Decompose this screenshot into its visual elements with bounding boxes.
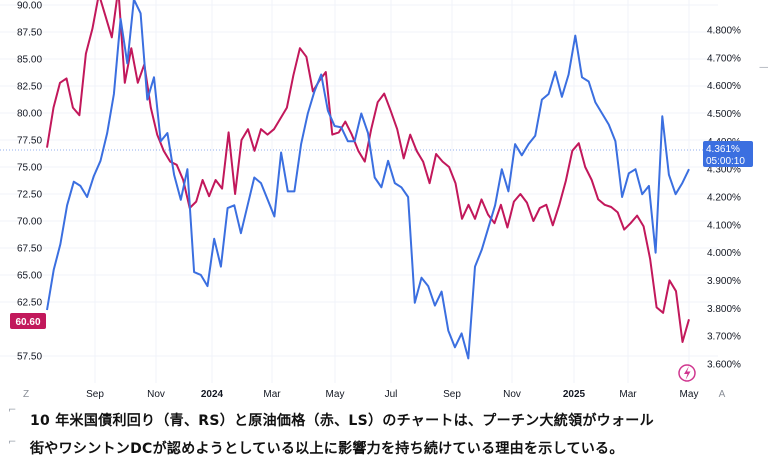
bar-countdown: 05:00:10: [706, 156, 745, 167]
grid-lines: [0, 0, 718, 383]
oil-price-line: [46, 0, 690, 343]
x-axis-tick-label: Nov: [503, 389, 521, 400]
left-axis-tick-label: 82.50: [17, 82, 42, 93]
x-axis-tick-label: Sep: [86, 389, 104, 400]
left-axis-tick-label: 62.50: [17, 298, 42, 309]
corner-mark-top: ⌐: [8, 405, 17, 416]
left-axis-tick-label: 67.50: [17, 244, 42, 255]
x-axis-tick-label: May: [680, 389, 699, 400]
right-axis-tick-label: 4.800%: [707, 26, 741, 37]
left-axis-tick-label: 90.00: [17, 1, 42, 12]
left-axis-tick-label: 87.50: [17, 28, 42, 39]
divider-mark: —: [759, 62, 768, 73]
right-axis-tick-label: 3.700%: [707, 332, 741, 343]
yield-last-value: 4.361%: [706, 144, 740, 155]
left-axis-tick-label: 70.00: [17, 217, 42, 228]
zoom-toggle[interactable]: Z: [23, 389, 29, 400]
right-axis-tick-label: 3.900%: [707, 276, 741, 287]
right-axis-ticks: 4.800%4.700%4.600%4.500%4.400%4.300%4.20…: [707, 26, 741, 371]
left-axis-tick-label: 75.00: [17, 163, 42, 174]
left-axis-tick-label: 85.00: [17, 55, 42, 66]
oil-last-value-tag: 60.60: [10, 313, 46, 329]
x-axis-tick-label: Mar: [263, 389, 281, 400]
caption-line-1: 10 年米国債利回り（青、RS）と原油価格（赤、LS）のチャートは、プーチン大統…: [30, 413, 654, 429]
treasury-yield-line: [46, 0, 690, 360]
x-axis-tick-label: 2024: [201, 389, 224, 400]
x-axis-tick-label: 2025: [563, 389, 586, 400]
right-axis-tick-label: 4.000%: [707, 248, 741, 259]
right-axis-tick-label: 4.300%: [707, 165, 741, 176]
left-axis-tick-label: 77.50: [17, 136, 42, 147]
right-axis-tick-label: 4.500%: [707, 109, 741, 120]
lightning-icon[interactable]: [678, 364, 696, 382]
x-axis-tick-label: May: [326, 389, 345, 400]
x-axis-tick-label: Jul: [385, 389, 398, 400]
corner-mark-bottom: ⌐: [8, 437, 17, 448]
x-axis-tick-label: Nov: [147, 389, 165, 400]
left-axis-tick-label: 80.00: [17, 109, 42, 120]
right-axis-tick-label: 4.200%: [707, 193, 741, 204]
oil-last-value: 60.60: [15, 317, 40, 328]
left-axis-tick-label: 57.50: [17, 352, 42, 363]
x-axis-tick-label: Mar: [619, 389, 637, 400]
right-axis-tick-label: 4.600%: [707, 81, 741, 92]
right-axis-tick-label: 4.100%: [707, 220, 741, 231]
left-axis-tick-label: 65.00: [17, 271, 42, 282]
x-axis-ticks: Sep Nov 2024 Mar May Jul Sep Nov 2025 Mar May: [86, 389, 698, 400]
caption-line-2: 街やワシントンDCが認めようとしている以上に影響力を持ち続けている理由を示してい…: [30, 441, 624, 457]
yield-last-value-tag: 4.361% 05:00:10: [703, 141, 753, 167]
line-chart: 90.00 87.50 85.00 82.50 80.00 77.50 75.00 72.50…: [0, 0, 753, 400]
right-axis-tick-label: 3.800%: [707, 304, 741, 315]
right-axis-tick-label: 3.600%: [707, 360, 741, 371]
x-axis-tick-label: Sep: [443, 389, 461, 400]
auto-scale-button[interactable]: A: [719, 389, 726, 400]
right-axis-tick-label: 4.700%: [707, 53, 741, 64]
left-axis-ticks: 90.00 87.50 85.00 82.50 80.00 77.50 75.00 72.50…: [17, 1, 42, 363]
left-axis-tick-label: 72.50: [17, 190, 42, 201]
